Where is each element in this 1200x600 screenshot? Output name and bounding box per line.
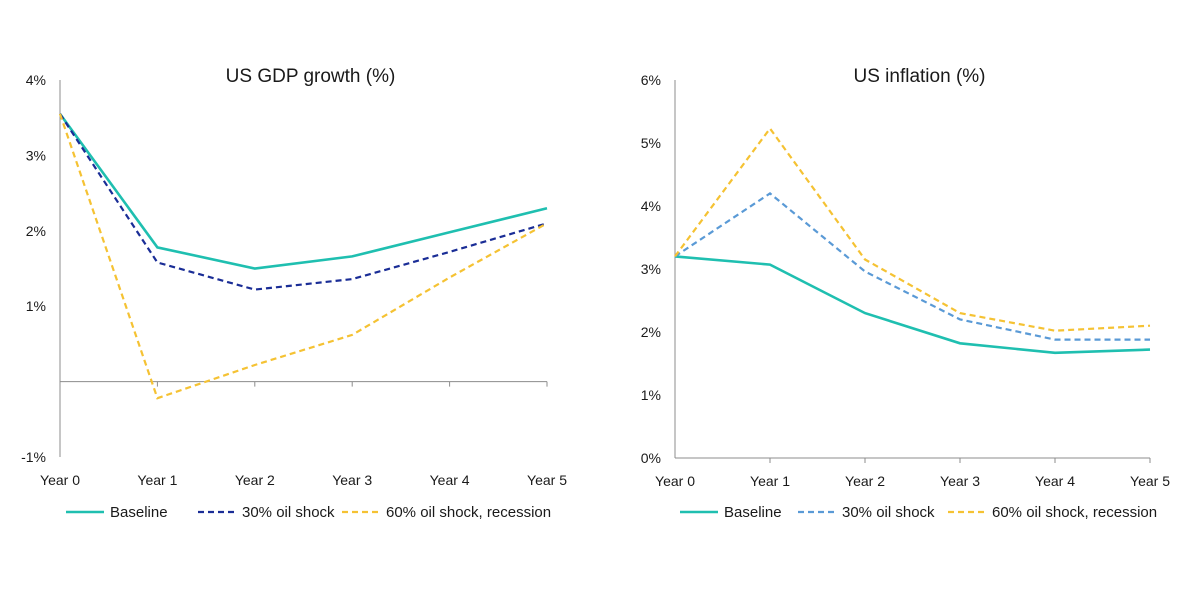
series-line-30-oil-shock xyxy=(59,113,548,291)
y-tick-label: 6% xyxy=(641,72,661,88)
y-tick-label: 0% xyxy=(641,450,661,466)
gdp-growth-chart: US GDP growth (%) -1% 1% 2% 3% 4% Year 0 Year … xyxy=(21,66,567,521)
y-tick-label: 5% xyxy=(641,135,661,151)
y-tick-label: 1% xyxy=(26,298,46,314)
chart-title: US inflation (%) xyxy=(854,66,986,87)
y-tick-label: 1% xyxy=(641,387,661,403)
y-tick-label: 2% xyxy=(26,223,46,239)
legend-label: 30% oil shock xyxy=(242,504,335,521)
x-tick-label: Year 4 xyxy=(430,472,470,488)
y-tick-label: -1% xyxy=(21,449,46,465)
legend-label: Baseline xyxy=(110,504,168,521)
y-tick-label: 4% xyxy=(26,72,46,88)
legend-label: 30% oil shock xyxy=(842,504,935,521)
x-tick-label: Year 0 xyxy=(40,472,80,488)
x-tick-label: Year 2 xyxy=(845,473,885,489)
legend-label: Baseline xyxy=(724,504,782,521)
series-line-60-oil-shock-recession xyxy=(674,126,1151,332)
chart-title: US GDP growth (%) xyxy=(226,66,396,87)
x-tick-label: Year 1 xyxy=(137,472,177,488)
y-tick-label: 3% xyxy=(26,147,46,163)
x-tick-label: Year 5 xyxy=(527,472,567,488)
x-tick-label: Year 2 xyxy=(235,472,275,488)
x-tick-label: Year 5 xyxy=(1130,473,1170,489)
x-tick-label: Year 3 xyxy=(332,472,372,488)
series-line-baseline xyxy=(674,255,1151,355)
x-tick-label: Year 1 xyxy=(750,473,790,489)
series-line-30-oil-shock xyxy=(674,192,1150,341)
y-tick-label: 2% xyxy=(641,324,661,340)
inflation-chart: US inflation (%) 0% 1% 2% 3% 4% 5% 6% Year 0 Yea… xyxy=(641,66,1170,521)
y-tick-label: 4% xyxy=(641,198,661,214)
x-tick-label: Year 4 xyxy=(1035,473,1075,489)
legend-label: 60% oil shock, recession xyxy=(386,504,551,521)
y-tick-label: 3% xyxy=(641,261,661,277)
series-line-60-oil-shock-recession xyxy=(58,113,548,400)
x-tick-label: Year 0 xyxy=(655,473,695,489)
legend-label: 60% oil shock, recession xyxy=(992,504,1157,521)
x-tick-label: Year 3 xyxy=(940,473,980,489)
series-line-baseline xyxy=(58,113,548,270)
